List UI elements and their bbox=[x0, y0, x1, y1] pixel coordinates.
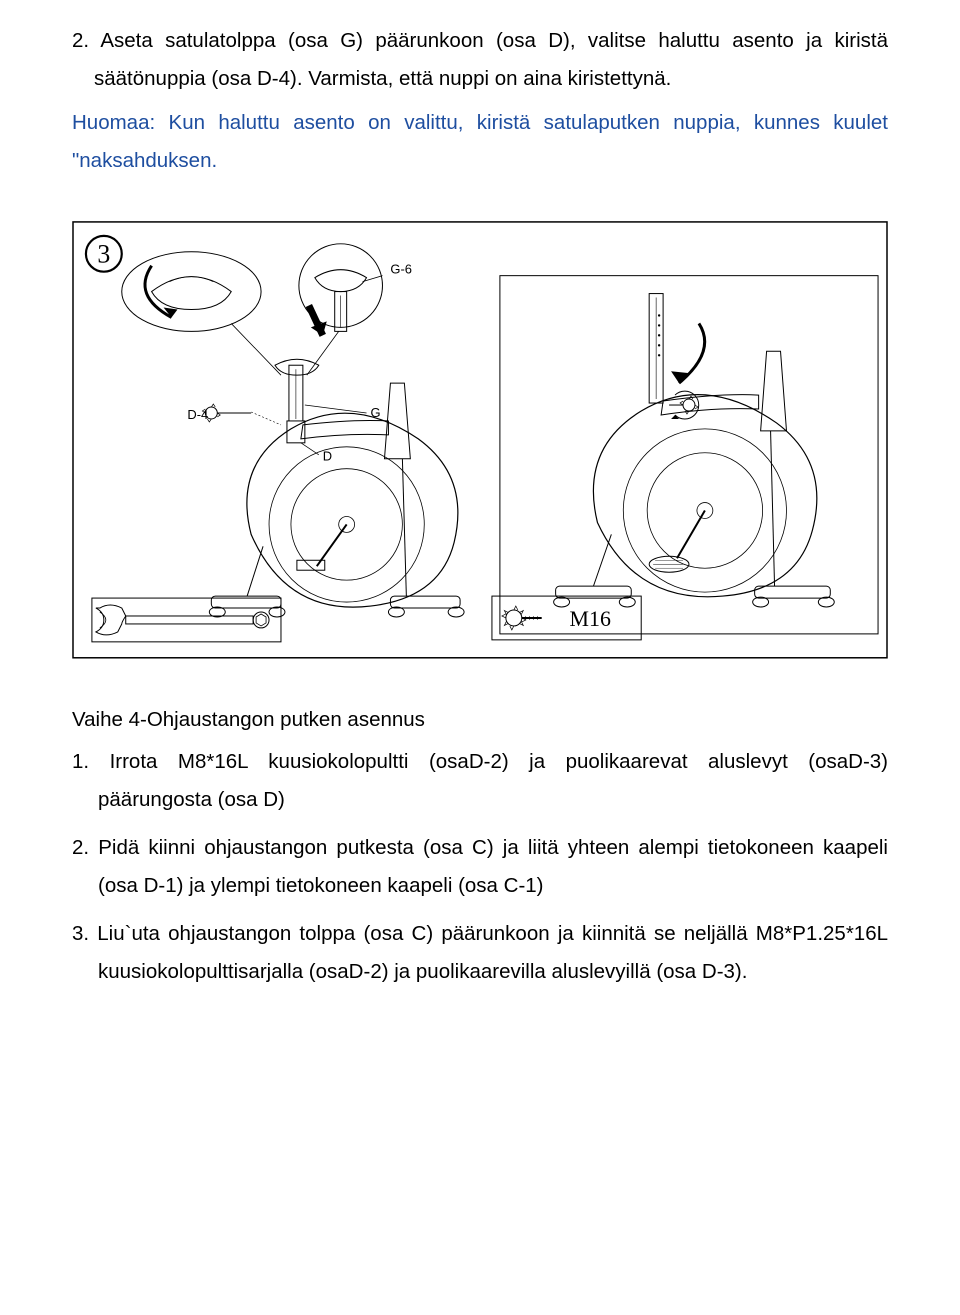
label-g6: G-6 bbox=[390, 261, 412, 276]
label-d: D bbox=[323, 448, 332, 463]
step-number: 3 bbox=[97, 239, 110, 268]
step-2: 2. Pidä kiinni ohjaustangon putkesta (os… bbox=[72, 829, 888, 905]
step-1: 1. Irrota M8*16L kuusiokolopultti (osaD-… bbox=[72, 743, 888, 819]
knob-m16: M16 bbox=[492, 596, 641, 640]
diagram-svg: 3 G-6 bbox=[72, 206, 888, 674]
step-3: 3. Liu`uta ohjaustangon tolppa (osa C) p… bbox=[72, 915, 888, 991]
right-bike-group bbox=[500, 275, 878, 633]
left-bike-group: G-6 D-4 bbox=[122, 244, 464, 617]
label-m16: M16 bbox=[570, 606, 611, 631]
wrench-icon bbox=[92, 598, 281, 642]
page: 2. Aseta satulatolppa (osa G) päärunkoon… bbox=[0, 0, 960, 1041]
intro-note-paragraph: Huomaa: Kun haluttu asento on valittu, k… bbox=[72, 104, 888, 180]
section-heading: Vaihe 4-Ohjaustangon putken asennus bbox=[72, 701, 888, 739]
intro-paragraph-1: 2. Aseta satulatolppa (osa G) päärunkoon… bbox=[72, 22, 888, 98]
label-d4: D-4 bbox=[187, 407, 208, 422]
assembly-diagram: 3 G-6 bbox=[72, 206, 888, 674]
